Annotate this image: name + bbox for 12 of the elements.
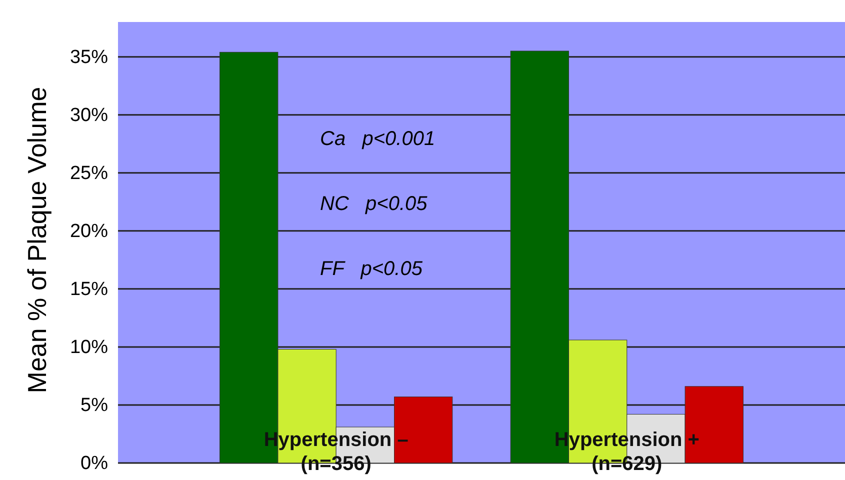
- annotation: Ca p<0.001: [320, 128, 436, 150]
- y-tick-label: 25%: [70, 162, 108, 184]
- annotation: NC p<0.05: [320, 193, 428, 215]
- y-tick-label: 30%: [70, 104, 108, 126]
- y-tick-label: 10%: [70, 336, 108, 358]
- y-tick-label: 20%: [70, 220, 108, 242]
- y-tick-label: 35%: [70, 46, 108, 68]
- y-tick-label: 15%: [70, 278, 108, 300]
- annotation: FF p<0.05: [320, 258, 424, 280]
- y-tick-label: 0%: [80, 453, 108, 474]
- y-tick-label: 5%: [80, 394, 108, 416]
- y-axis-title: Mean % of Plaque Volume: [22, 86, 52, 394]
